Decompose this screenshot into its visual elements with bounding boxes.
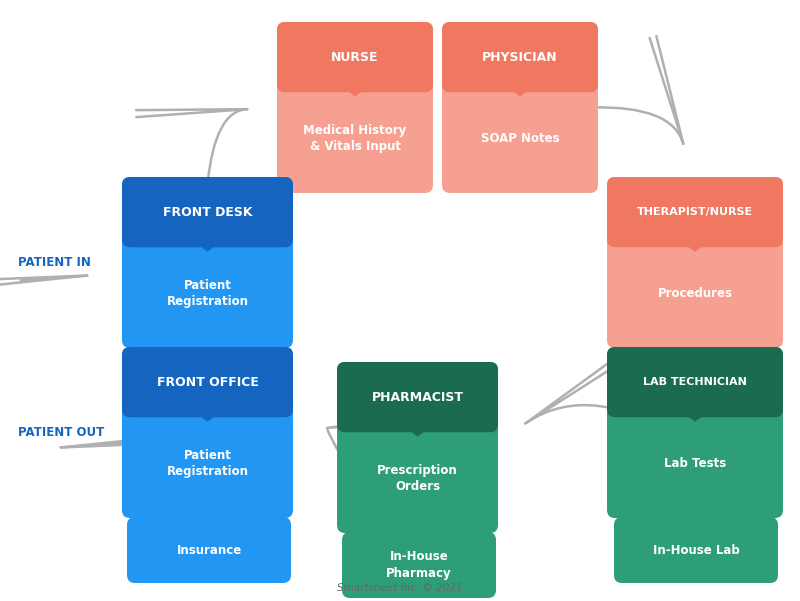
Text: Patient
Registration: Patient Registration: [166, 279, 249, 308]
Bar: [615, 401, 775, 409]
Text: THERAPIST/NURSE: THERAPIST/NURSE: [637, 207, 753, 217]
Text: Prescription
Orders: Prescription Orders: [377, 464, 458, 493]
Text: Insurance: Insurance: [176, 543, 242, 557]
Text: PATIENT OUT: PATIENT OUT: [18, 426, 104, 439]
Text: Patient
Registration: Patient Registration: [166, 449, 249, 478]
FancyBboxPatch shape: [607, 347, 783, 417]
Text: NURSE: NURSE: [331, 50, 378, 64]
FancyBboxPatch shape: [337, 362, 498, 432]
Bar: [130, 231, 285, 239]
FancyBboxPatch shape: [342, 532, 496, 598]
Text: Lab Tests: Lab Tests: [664, 457, 726, 470]
Text: LAB TECHNICIAN: LAB TECHNICIAN: [643, 377, 747, 387]
FancyBboxPatch shape: [607, 177, 783, 247]
FancyBboxPatch shape: [337, 362, 498, 533]
Text: Smartsheet Inc. © 2021: Smartsheet Inc. © 2021: [337, 583, 463, 593]
Bar: [615, 231, 775, 239]
Polygon shape: [505, 84, 535, 97]
Bar: [285, 76, 425, 84]
FancyBboxPatch shape: [442, 22, 598, 193]
Polygon shape: [402, 424, 434, 437]
Bar: [130, 401, 285, 409]
Text: In-House Lab: In-House Lab: [653, 543, 739, 557]
Text: FRONT OFFICE: FRONT OFFICE: [157, 376, 258, 389]
Text: Procedures: Procedures: [658, 287, 733, 300]
Text: PHARMACIST: PHARMACIST: [371, 391, 463, 404]
Text: In-House
Pharmacy: In-House Pharmacy: [386, 551, 452, 579]
FancyBboxPatch shape: [277, 22, 433, 92]
FancyBboxPatch shape: [607, 177, 783, 348]
FancyBboxPatch shape: [122, 177, 293, 348]
FancyBboxPatch shape: [122, 177, 293, 247]
Text: PHYSICIAN: PHYSICIAN: [482, 50, 558, 64]
Polygon shape: [190, 239, 225, 252]
Text: PATIENT IN: PATIENT IN: [18, 256, 91, 269]
FancyBboxPatch shape: [122, 347, 293, 518]
Polygon shape: [340, 84, 370, 97]
FancyBboxPatch shape: [122, 347, 293, 417]
Text: SOAP Notes: SOAP Notes: [481, 132, 559, 145]
Polygon shape: [678, 409, 713, 422]
Polygon shape: [678, 239, 713, 252]
FancyBboxPatch shape: [614, 517, 778, 583]
FancyBboxPatch shape: [607, 347, 783, 518]
FancyBboxPatch shape: [442, 22, 598, 92]
Text: FRONT DESK: FRONT DESK: [162, 206, 252, 219]
Text: Medical History
& Vitals Input: Medical History & Vitals Input: [303, 124, 406, 153]
FancyBboxPatch shape: [127, 517, 291, 583]
Bar: [345, 416, 490, 424]
Polygon shape: [190, 409, 225, 422]
FancyBboxPatch shape: [277, 22, 433, 193]
Bar: [450, 76, 590, 84]
